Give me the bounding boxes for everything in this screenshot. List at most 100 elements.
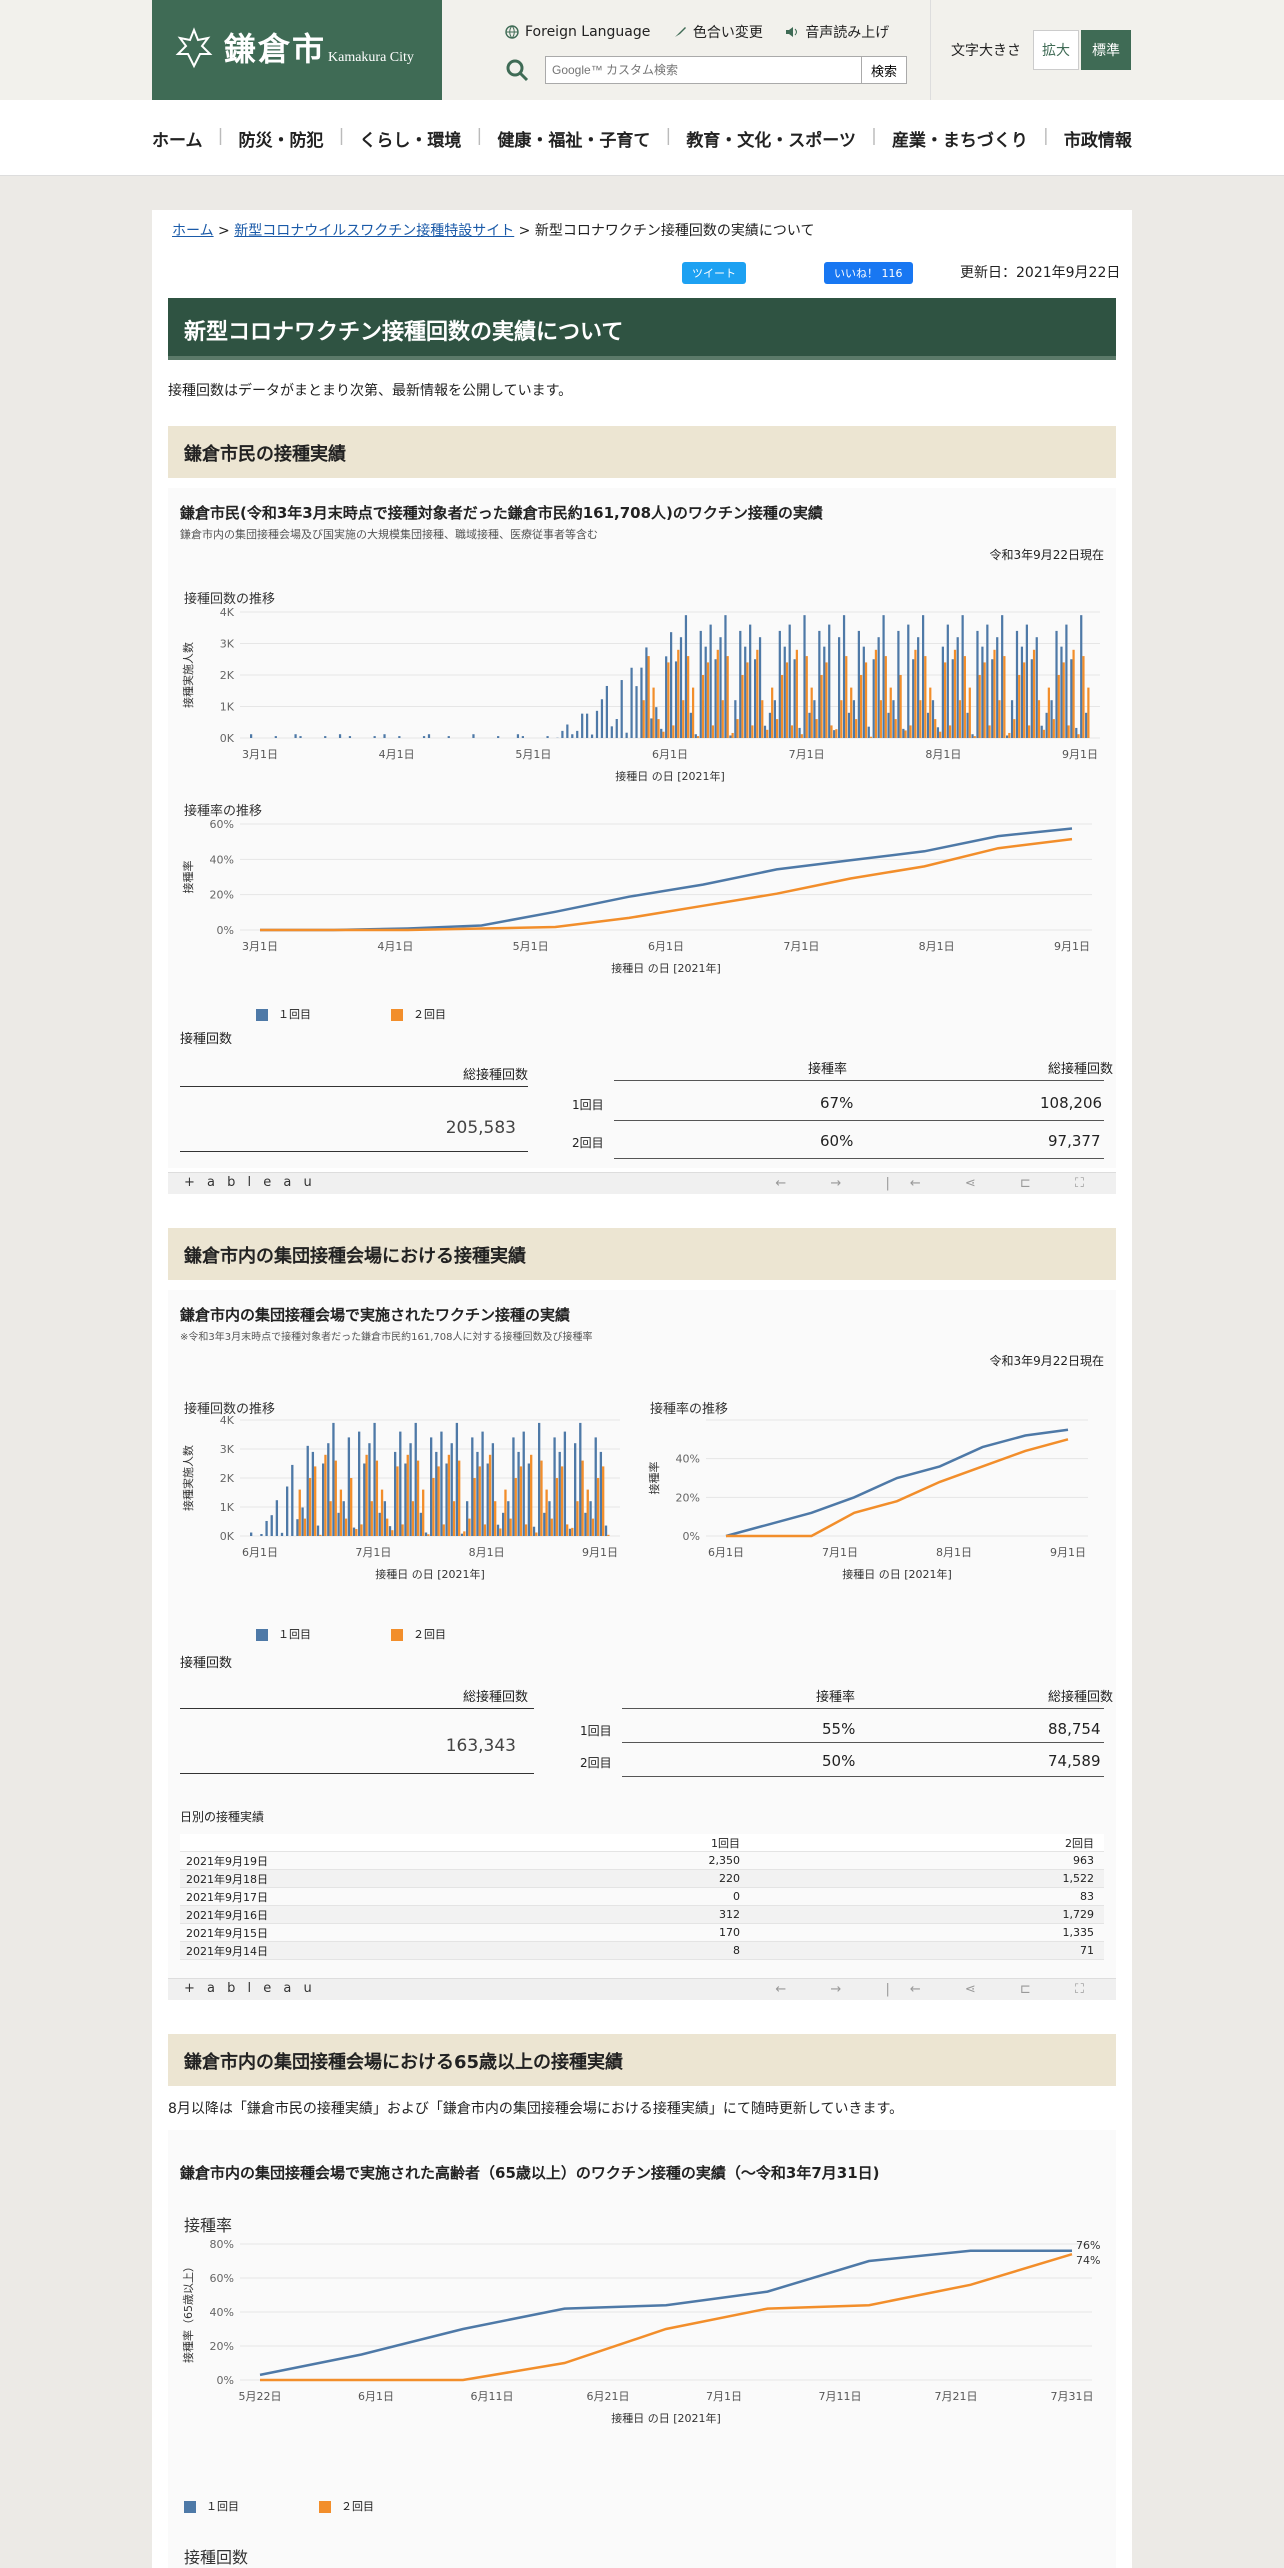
tweet-button[interactable]: ツイート <box>682 262 746 284</box>
bar-dose1 <box>409 1443 412 1536</box>
x-tick-label: 8月1日 <box>936 1546 972 1559</box>
bar-dose1 <box>684 615 688 738</box>
page-title: 新型コロナワクチン接種回数の実績について <box>168 298 1116 360</box>
bar-dose1 <box>1010 700 1014 738</box>
globe-icon <box>505 25 519 39</box>
bar-dose2 <box>422 1489 425 1536</box>
font-standard-button[interactable]: 標準 <box>1081 30 1131 70</box>
bar-dose1 <box>502 1512 505 1536</box>
site-logo[interactable]: 鎌倉市 Kamakura City <box>152 0 442 100</box>
nav-item-2[interactable]: くらし・環境 <box>359 131 462 151</box>
bar-dose2 <box>864 662 868 738</box>
nav-item-6[interactable]: 市政情報 <box>1063 131 1132 151</box>
bar-dose1 <box>388 1526 392 1536</box>
bar-dose2 <box>303 1518 307 1536</box>
font-size-label: 文字大きさ <box>951 43 1021 59</box>
bar-dose1 <box>719 637 722 738</box>
tableau-toolbar-icons[interactable]: ← → |← ⋖ ⊏ ⛶ <box>775 1176 1104 1191</box>
legend-dose2: ２回目 <box>319 2498 374 2514</box>
nav-item-1[interactable]: 防災・防犯 <box>238 131 324 151</box>
search-button[interactable]: 検索 <box>861 56 907 84</box>
bar-dose2 <box>815 719 818 738</box>
bar-dose1 <box>280 1532 284 1536</box>
bar-dose2 <box>874 649 878 738</box>
end-label: 76% <box>1076 2239 1100 2252</box>
table-cell: 2021年9月16日 <box>186 1908 268 1922</box>
font-large-button[interactable]: 拡大 <box>1033 30 1079 70</box>
city-crest-icon <box>175 27 213 69</box>
bar-dose1 <box>892 700 895 738</box>
nav-item-4[interactable]: 教育・文化・スポーツ <box>686 131 856 151</box>
legend: １回目 ２回目 <box>256 1006 446 1022</box>
bar-dose2 <box>452 1501 456 1536</box>
nav-separator: | <box>217 126 224 146</box>
bar-dose2 <box>391 1530 394 1536</box>
table-cell: 2021年9月19日 <box>186 1854 268 1868</box>
bar-dose1 <box>842 615 846 738</box>
bar-dose1 <box>301 1507 304 1536</box>
bar-dose2 <box>499 1528 502 1536</box>
bar-dose2 <box>519 1466 523 1536</box>
logo-text-jp: 鎌倉市 <box>224 30 327 68</box>
bar-dose1 <box>635 686 638 738</box>
bar-dose1 <box>358 1431 361 1536</box>
rate-value: 55% <box>822 1720 856 1738</box>
color-change-link[interactable]: 色合い変更 <box>673 22 763 42</box>
like-button[interactable]: いいね！ 116 <box>824 262 913 284</box>
legend-dose2: ２回目 <box>391 1006 446 1022</box>
search-icon <box>506 59 529 82</box>
bar-dose1 <box>714 659 717 738</box>
bar-dose2 <box>820 675 823 738</box>
x-axis-label: 接種日 の日 [2021年] <box>611 961 721 975</box>
bar-dose1 <box>754 659 757 738</box>
bar-dose2 <box>1018 675 1021 738</box>
bar-dose2 <box>478 1466 481 1536</box>
table-cell: 312 <box>719 1908 740 1921</box>
bar-dose1 <box>749 624 752 738</box>
bar-dose2 <box>308 1478 312 1536</box>
bar-dose2 <box>711 725 714 738</box>
tableau-panel-citizens: 鎌倉市民(令和3年3月末時点で接種対象者だった鎌倉市民約161,708人)のワク… <box>168 488 1116 1168</box>
search-input[interactable] <box>545 56 865 84</box>
nav-item-5[interactable]: 産業・まちづくり <box>891 131 1028 151</box>
bar-dose1 <box>342 1501 345 1536</box>
bar-dose1 <box>620 680 623 738</box>
bar-dose2 <box>879 700 882 738</box>
bar-dose2 <box>1047 687 1050 738</box>
breadcrumb-home[interactable]: ホーム <box>172 223 214 239</box>
bar-dose1 <box>368 1443 371 1536</box>
bar-dose1 <box>917 637 920 738</box>
bar-dose1 <box>516 734 520 738</box>
bar-dose2 <box>458 1460 461 1536</box>
bar-dose1 <box>1030 659 1033 738</box>
bar-dose2 <box>642 700 645 738</box>
bar-dose2 <box>691 687 695 738</box>
bar-dose1 <box>548 1501 551 1536</box>
voice-read-link[interactable]: 音声読み上げ <box>785 22 889 42</box>
x-tick-label: 6月11日 <box>471 2390 514 2403</box>
as-of-date: 令和3年9月22日現在 <box>989 548 1104 562</box>
bar-dose1 <box>250 734 253 738</box>
nav-separator: | <box>476 126 483 146</box>
bar-dose1 <box>828 624 831 738</box>
bar-dose1 <box>833 730 836 738</box>
breadcrumb-site[interactable]: 新型コロナウイルスワクチン接種特設サイト <box>234 223 515 239</box>
bar-dose1 <box>275 1500 279 1536</box>
nav-item-0[interactable]: ホーム <box>152 131 203 151</box>
bar-dose2 <box>968 687 971 738</box>
row-label: 1回目 <box>580 1724 612 1738</box>
x-tick-label: 7月1日 <box>706 2390 742 2403</box>
bar-dose1 <box>922 615 925 738</box>
bar-dose2 <box>468 1518 471 1536</box>
bar-dose1 <box>521 736 524 738</box>
nav-item-3[interactable]: 健康・福祉・子育て <box>497 131 651 151</box>
bar-dose1 <box>581 713 584 738</box>
speaker-icon <box>786 27 798 37</box>
foreign-language-link[interactable]: Foreign Language <box>505 24 650 40</box>
bar-dose1 <box>337 1512 340 1536</box>
table-cell: 2021年9月18日 <box>186 1872 268 1886</box>
bar-dose1 <box>427 734 431 738</box>
bar-dose1 <box>543 1512 546 1536</box>
tableau-toolbar-icons[interactable]: ← → |← ⋖ ⊏ ⛶ <box>775 1982 1104 1997</box>
bar-dose2 <box>473 1478 476 1536</box>
